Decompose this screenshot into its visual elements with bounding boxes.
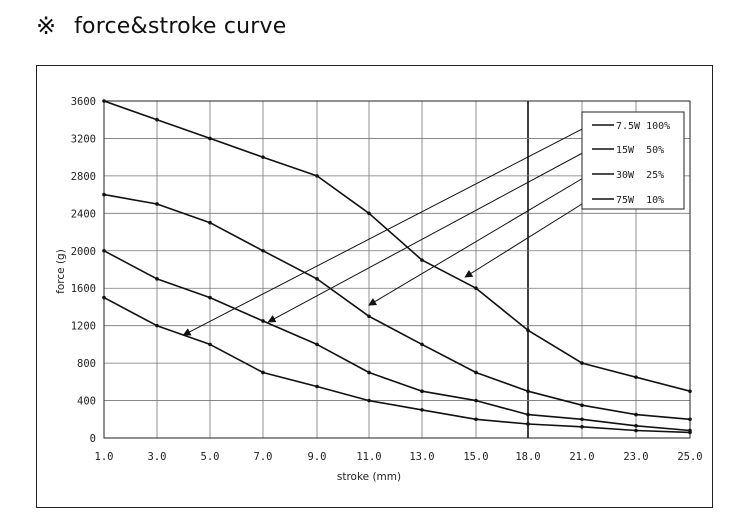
chart-frame [36, 65, 713, 508]
x-tick-label: 13.0 [409, 451, 434, 463]
data-point [102, 295, 106, 300]
y-tick-label: 0 [90, 433, 96, 445]
y-tick-label: 2800 [71, 171, 96, 183]
data-point [315, 277, 319, 281]
y-tick-label: 2400 [71, 208, 96, 220]
x-tick-label: 21.0 [569, 451, 594, 463]
x-axis-ticks: 1.0 3.0 5.0 7.0 9.0 11.0 13.0 15.0 18.0 21.0 23.0 2… [95, 451, 703, 463]
x-tick-label: 11.0 [356, 451, 381, 463]
data-point [580, 417, 584, 422]
x-tick-label: 25.0 [677, 451, 702, 463]
data-point [102, 99, 106, 103]
y-tick-label: 800 [77, 358, 96, 370]
annotation-arrow [368, 173, 591, 306]
data-point [208, 295, 212, 300]
data-point [688, 430, 692, 435]
data-point [474, 417, 478, 422]
legend-entry: 75W 10% [616, 195, 664, 206]
x-tick-label: 1.0 [95, 451, 114, 463]
grid [103, 100, 691, 439]
data-point [102, 192, 106, 197]
y-tick-label: 2000 [71, 246, 96, 258]
legend-entry: 15W 50% [616, 145, 664, 156]
series-line-4 [103, 296, 691, 434]
y-tick-label: 3200 [71, 133, 96, 145]
data-point [526, 389, 530, 393]
data-point [420, 342, 424, 347]
page-heading: ※ force&stroke curve [36, 8, 287, 44]
x-axis-label: stroke (mm) [337, 471, 401, 483]
legend: 7.5W 100% 15W 50% 30W 25% 75W 10% [581, 111, 685, 210]
data-point [580, 403, 584, 408]
legend-entry: 30W 25% [616, 170, 664, 181]
y-axis-ticks: 0 400 800 1200 1600 2000 2400 2800 3200 3600 [71, 96, 96, 445]
data-point [261, 319, 265, 323]
data-point [261, 155, 265, 159]
heading-title: force&stroke curve [74, 13, 287, 39]
data-point [688, 417, 692, 422]
data-point [420, 258, 424, 262]
data-point [155, 117, 159, 122]
data-point [634, 412, 638, 417]
x-tick-label: 5.0 [201, 451, 220, 463]
data-point [208, 136, 212, 141]
y-tick-label: 1600 [71, 283, 96, 295]
series-lines [102, 99, 692, 435]
x-tick-label: 23.0 [623, 451, 648, 463]
data-point [367, 370, 371, 375]
data-point [474, 286, 478, 291]
data-point [688, 389, 692, 393]
data-point [420, 389, 424, 393]
series-line-3 [103, 250, 691, 432]
x-tick-label: 15.0 [463, 451, 488, 463]
data-point [634, 424, 638, 428]
annotation-arrows [182, 124, 591, 336]
data-point [261, 248, 265, 253]
data-point [580, 424, 584, 429]
data-point [315, 342, 319, 347]
data-point [367, 398, 371, 403]
y-tick-label: 3600 [71, 96, 96, 108]
data-point [634, 428, 638, 433]
data-point [315, 384, 319, 389]
data-point [580, 361, 584, 365]
x-tick-label: 18.0 [515, 451, 540, 463]
data-point [261, 370, 265, 375]
data-point [208, 220, 212, 225]
series-line-2 [103, 193, 691, 421]
x-tick-label: 7.0 [254, 451, 273, 463]
legend-entry: 7.5W 100% [616, 121, 670, 132]
reference-mark-icon: ※ [36, 12, 57, 40]
annotation-arrow [464, 198, 591, 278]
data-point [155, 277, 159, 281]
data-point [474, 398, 478, 403]
data-point [155, 202, 159, 206]
data-point [155, 323, 159, 328]
annotation-arrow [267, 148, 591, 323]
legend-box [581, 111, 685, 210]
y-tick-label: 1200 [71, 321, 96, 333]
y-tick-label: 400 [77, 396, 96, 408]
data-point [102, 248, 106, 253]
series-line-1 [103, 100, 691, 392]
plot-border [103, 100, 691, 439]
annotation-arrow [182, 124, 591, 336]
data-point [526, 422, 530, 426]
data-point [474, 370, 478, 375]
data-point [526, 412, 530, 417]
x-tick-label: 3.0 [148, 451, 167, 463]
data-point [315, 174, 319, 178]
data-point [367, 314, 371, 319]
data-point [634, 375, 638, 379]
data-point [367, 211, 371, 216]
data-point [526, 328, 530, 333]
data-point [208, 342, 212, 347]
x-tick-label: 9.0 [308, 451, 327, 463]
data-point [420, 408, 424, 412]
y-axis-label: force (g) [55, 249, 67, 294]
